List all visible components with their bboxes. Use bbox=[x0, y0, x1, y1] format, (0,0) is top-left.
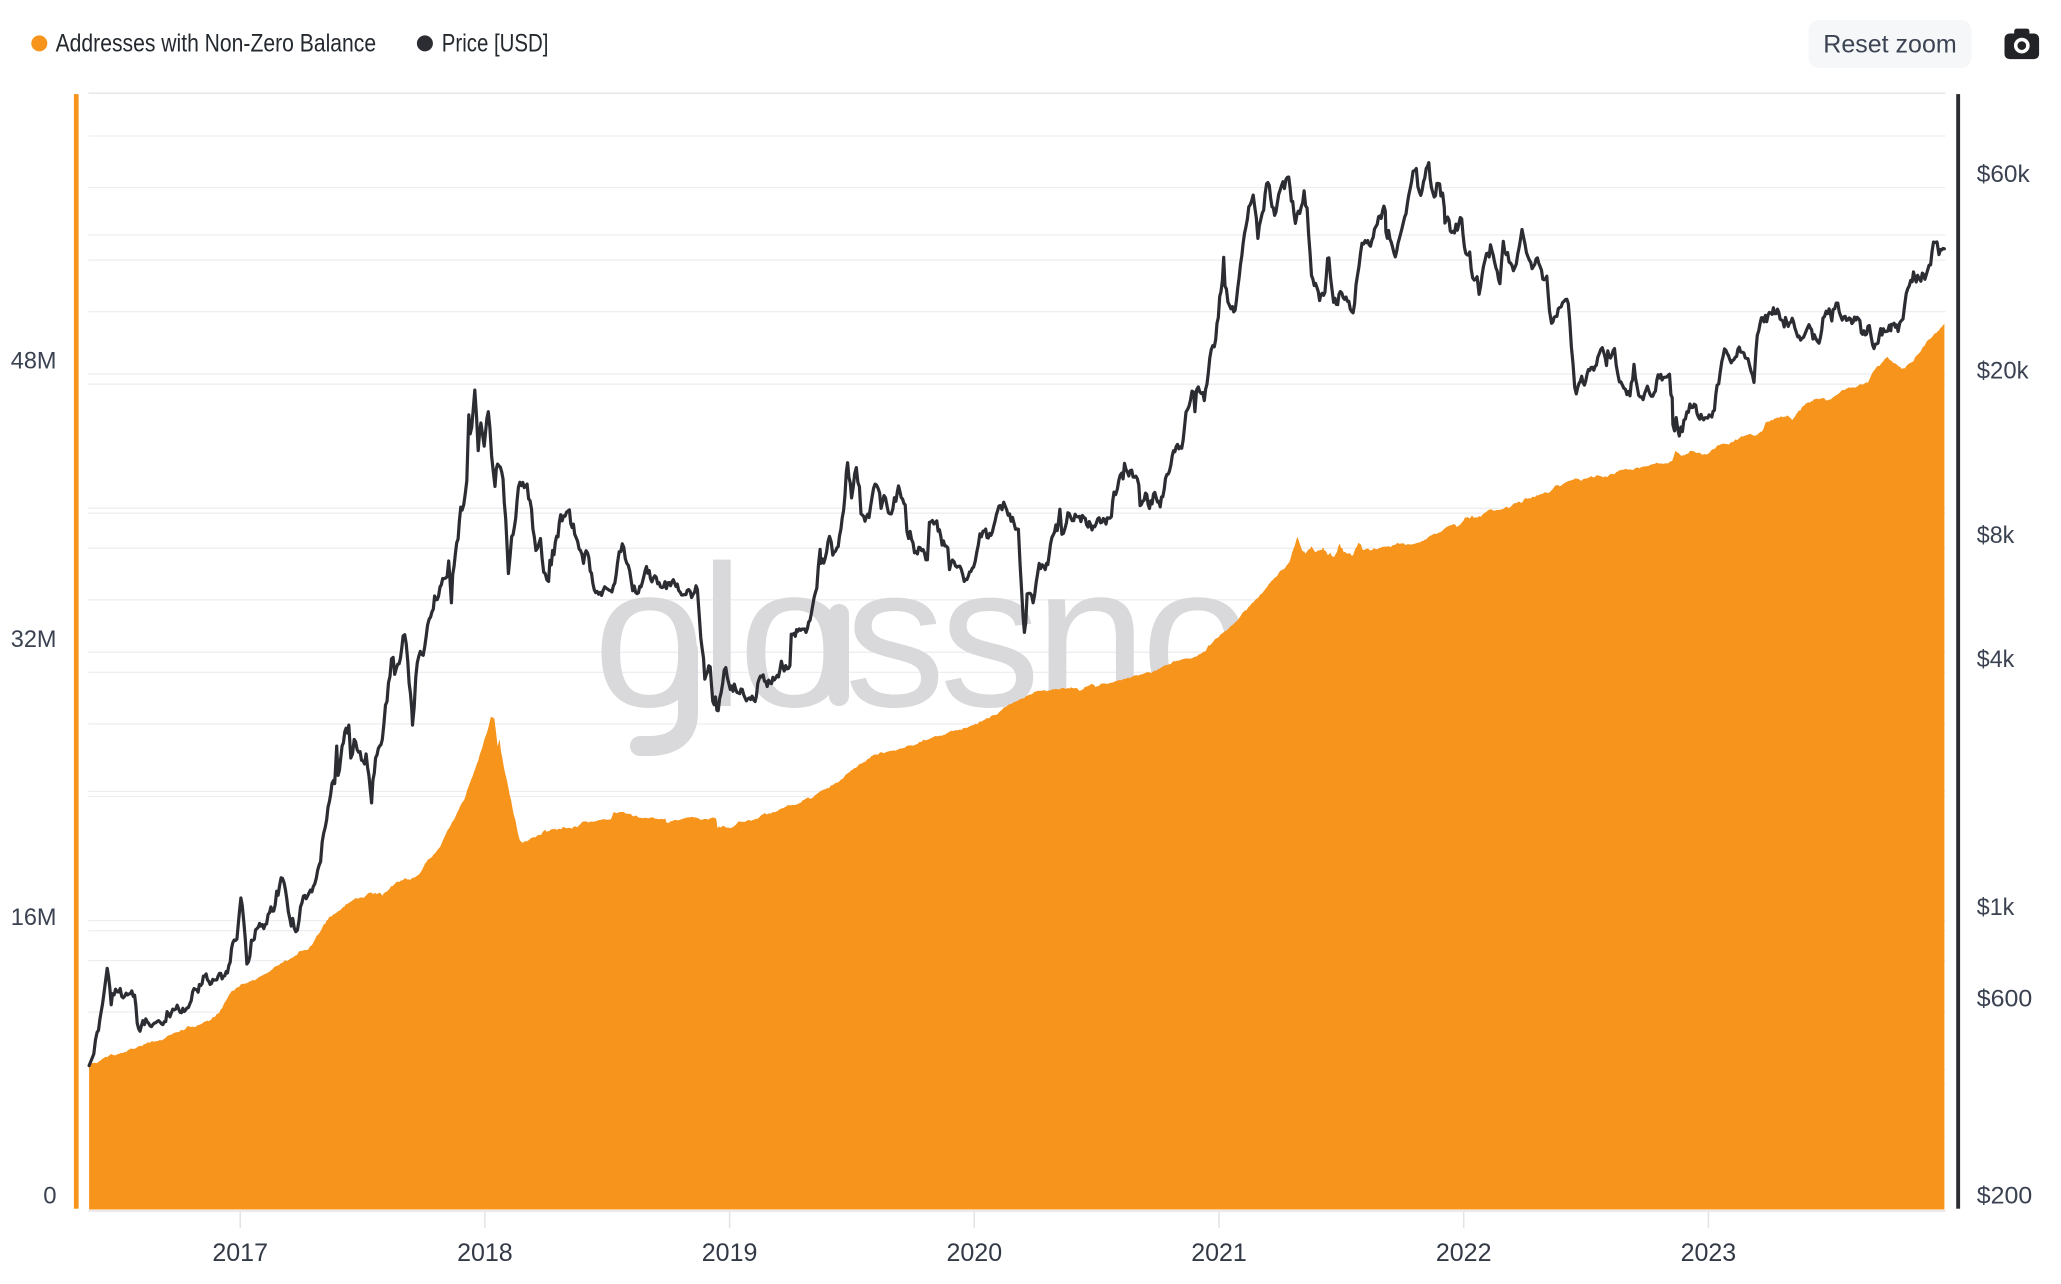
svg-text:Price [USD]: Price [USD] bbox=[442, 30, 549, 58]
svg-text:2020: 2020 bbox=[946, 1239, 1002, 1267]
svg-text:2018: 2018 bbox=[457, 1239, 513, 1267]
svg-text:$1k: $1k bbox=[1977, 894, 2015, 921]
svg-text:16M: 16M bbox=[11, 904, 57, 931]
svg-text:48M: 48M bbox=[11, 348, 57, 375]
svg-text:$20k: $20k bbox=[1977, 358, 2030, 385]
svg-text:2021: 2021 bbox=[1191, 1239, 1247, 1267]
svg-text:$60k: $60k bbox=[1977, 161, 2031, 188]
svg-text:Addresses with Non-Zero Balanc: Addresses with Non-Zero Balance bbox=[56, 30, 377, 58]
svg-text:2023: 2023 bbox=[1681, 1239, 1737, 1267]
svg-text:$8k: $8k bbox=[1977, 522, 2015, 549]
svg-text:$600: $600 bbox=[1977, 986, 2032, 1013]
svg-text:2019: 2019 bbox=[702, 1239, 758, 1267]
svg-text:2022: 2022 bbox=[1436, 1239, 1492, 1267]
svg-text:0: 0 bbox=[43, 1182, 56, 1209]
svg-text:$4k: $4k bbox=[1977, 646, 2015, 673]
svg-text:2017: 2017 bbox=[212, 1239, 268, 1267]
svg-text:Reset zoom: Reset zoom bbox=[1823, 31, 1956, 59]
svg-text:32M: 32M bbox=[11, 626, 57, 653]
svg-text:$200: $200 bbox=[1977, 1182, 2032, 1209]
